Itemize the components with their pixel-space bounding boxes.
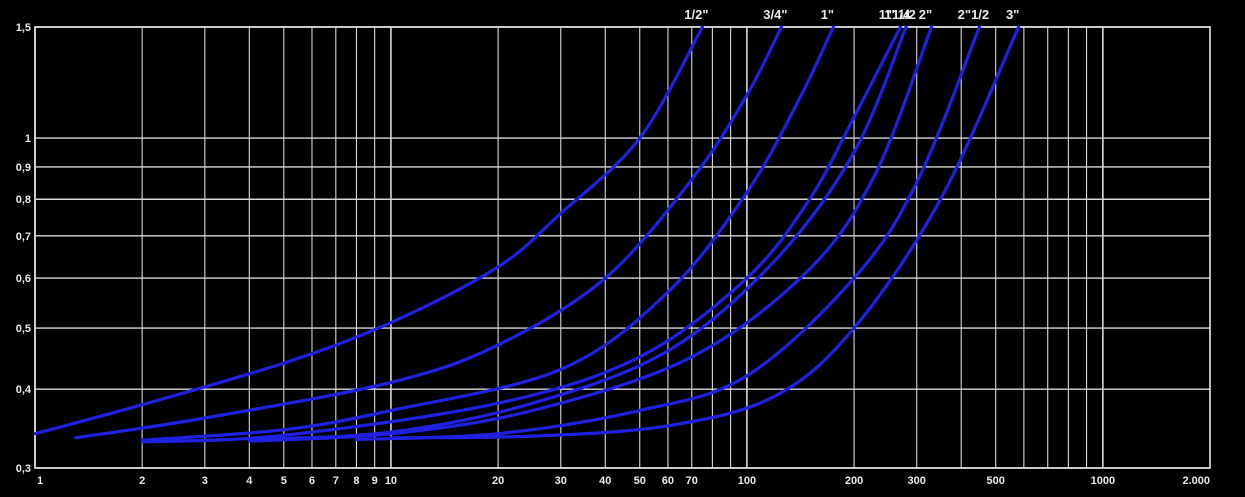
series-label: 3/4" <box>763 7 787 22</box>
y-tick-label: 1 <box>25 133 31 145</box>
series-labels: 1/2" 3/4" 1" 1"1/41"1/2 2" 2"1/2 3" <box>684 7 1019 22</box>
y-tick-label: 0,4 <box>16 384 32 396</box>
series-label: 2" <box>919 7 932 22</box>
y-tick-label: 0,7 <box>16 231 31 243</box>
series-curve <box>33 25 704 436</box>
x-tick-label: 8 <box>353 475 359 487</box>
x-tick-label: 2 <box>139 475 145 487</box>
grid <box>34 26 1211 469</box>
y-tick-label: 0,9 <box>16 162 31 174</box>
series-label: 2"1/2 <box>958 7 989 22</box>
series-curve <box>140 25 835 442</box>
x-tick-label: 9 <box>372 475 378 487</box>
y-axis-ticks: 0,3 0,4 0,5 0,6 0,7 0,8 0,9 1 1,5 <box>16 22 32 475</box>
plot-frame <box>34 26 1211 469</box>
series-curve <box>354 25 981 441</box>
x-tick-label: 7 <box>333 475 339 487</box>
series-curve <box>74 25 783 440</box>
x-tick-label: 300 <box>908 475 926 487</box>
y-tick-label: 0,3 <box>16 463 31 475</box>
x-tick-label: 50 <box>634 475 646 487</box>
series-label: 3" <box>1006 7 1019 22</box>
x-tick-label: 1 <box>37 475 43 487</box>
series-label: 1"1/2 <box>884 7 915 22</box>
x-tick-label: 20 <box>492 475 504 487</box>
series-curve <box>247 25 934 443</box>
x-axis-ticks: 1 2 3 4 5 6 7 8 9 10 20 30 40 50 60 70 100 200 300 500 1000 2… <box>37 475 1210 487</box>
x-tick-label: 4 <box>246 475 253 487</box>
y-tick-label: 0,8 <box>16 194 31 206</box>
x-tick-label: 40 <box>599 475 611 487</box>
series-label: 1/2" <box>684 7 708 22</box>
x-tick-label: 30 <box>555 475 567 487</box>
x-tick-label: 3 <box>202 475 208 487</box>
series-curve <box>389 25 1021 440</box>
y-tick-label: 0,6 <box>16 273 31 285</box>
x-tick-label: 100 <box>738 475 756 487</box>
series-label: 1" <box>821 7 834 22</box>
series-label: 1"1/4 <box>879 7 911 22</box>
series-curve <box>140 25 902 444</box>
x-tick-label: 10 <box>385 475 397 487</box>
y-tick-label: 0,5 <box>16 323 31 335</box>
x-tick-label: 200 <box>845 475 863 487</box>
x-tick-label: 60 <box>662 475 674 487</box>
x-tick-label: 1000 <box>1091 475 1115 487</box>
x-tick-label: 2.000 <box>1182 475 1210 487</box>
x-tick-label: 500 <box>987 475 1005 487</box>
x-tick-label: 70 <box>686 475 698 487</box>
x-tick-label: 5 <box>281 475 287 487</box>
x-tick-label: 6 <box>309 475 315 487</box>
y-tick-label: 1,5 <box>16 22 31 34</box>
curves <box>33 25 1021 444</box>
